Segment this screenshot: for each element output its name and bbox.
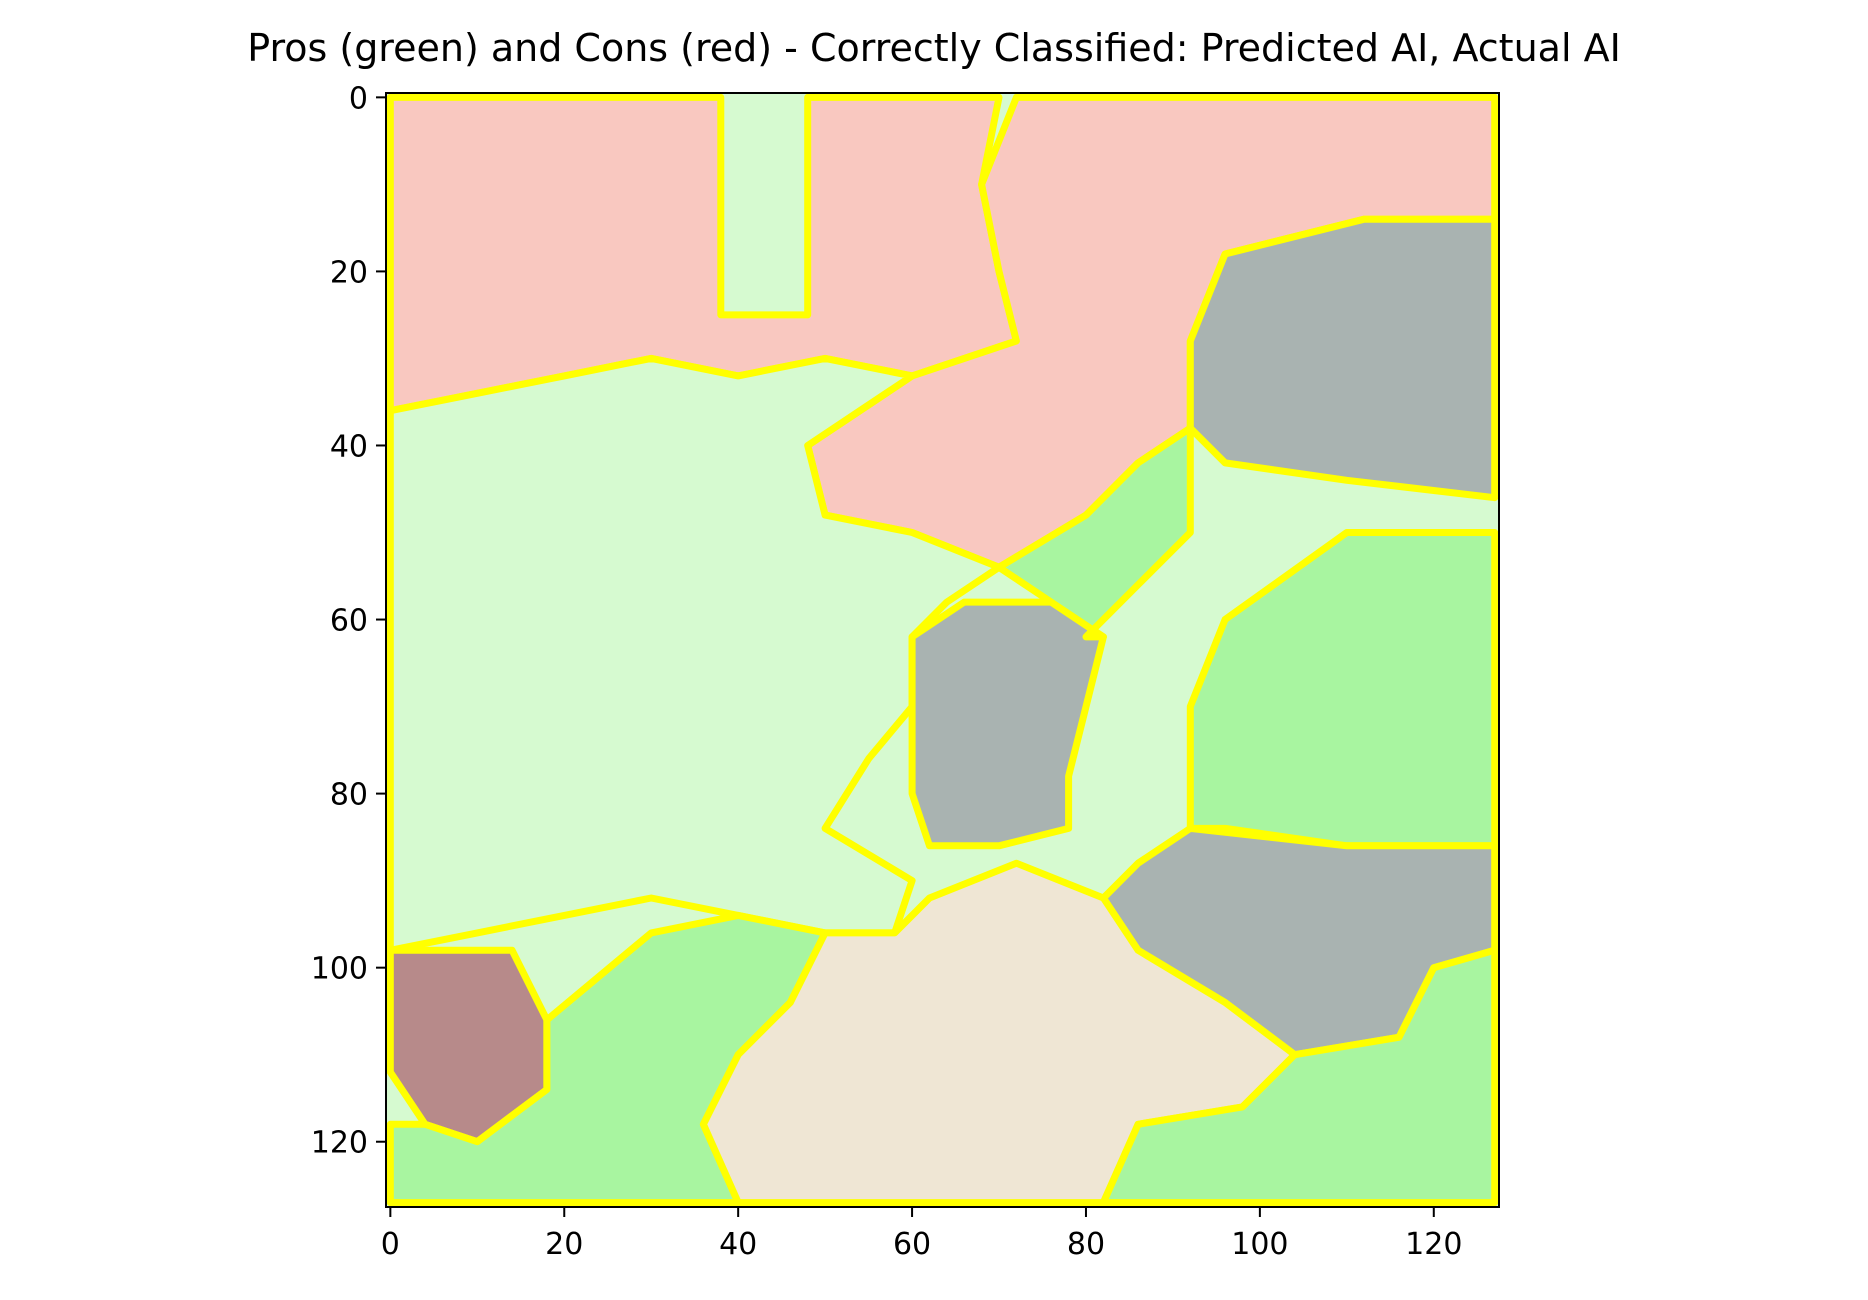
y-tick-label: 0 bbox=[349, 81, 368, 116]
region-pros-11 bbox=[1099, 946, 1499, 1207]
y-tick-label: 20 bbox=[330, 255, 368, 290]
y-tick-label: 120 bbox=[311, 1126, 368, 1161]
x-tick-label: 80 bbox=[1067, 1227, 1105, 1262]
x-tick-label: 40 bbox=[719, 1227, 757, 1262]
x-tick-label: 0 bbox=[381, 1227, 400, 1262]
x-tick-label: 100 bbox=[1231, 1227, 1288, 1262]
region-gray-4 bbox=[1186, 215, 1499, 502]
x-tick-label: 20 bbox=[545, 1227, 583, 1262]
x-tick-label: 120 bbox=[1405, 1227, 1462, 1262]
plot-frame bbox=[385, 92, 1500, 1208]
region-cons-0 bbox=[386, 93, 1020, 415]
y-tick-label: 80 bbox=[330, 778, 368, 813]
y-tick-label: 40 bbox=[330, 429, 368, 464]
plot-area bbox=[386, 93, 1499, 1207]
y-tick-label: 100 bbox=[311, 952, 368, 987]
y-tick-label: 60 bbox=[330, 604, 368, 639]
y-axis: 0 20 40 60 80 100 120 bbox=[311, 81, 386, 1161]
x-axis: 0 20 40 60 80 100 120 bbox=[381, 1207, 1462, 1262]
chart-title: Pros (green) and Cons (red) - Correctly … bbox=[247, 26, 1621, 70]
region-gray-3 bbox=[908, 598, 1107, 850]
region-beige-10 bbox=[699, 859, 1299, 1207]
region-pros-5 bbox=[995, 424, 1194, 641]
region-pros_light-2 bbox=[386, 354, 1003, 954]
x-tick-label: 60 bbox=[893, 1227, 931, 1262]
heatmap-regions bbox=[386, 93, 1499, 1207]
